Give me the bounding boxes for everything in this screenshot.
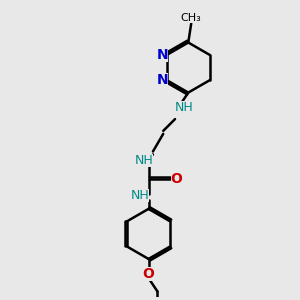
Text: NH: NH [175, 101, 193, 114]
Text: CH₃: CH₃ [181, 14, 202, 23]
Text: NH: NH [135, 154, 154, 167]
Text: NH: NH [130, 189, 149, 202]
Text: N: N [156, 73, 168, 87]
Text: N: N [156, 48, 168, 62]
Text: O: O [142, 267, 154, 281]
Text: O: O [171, 172, 182, 186]
